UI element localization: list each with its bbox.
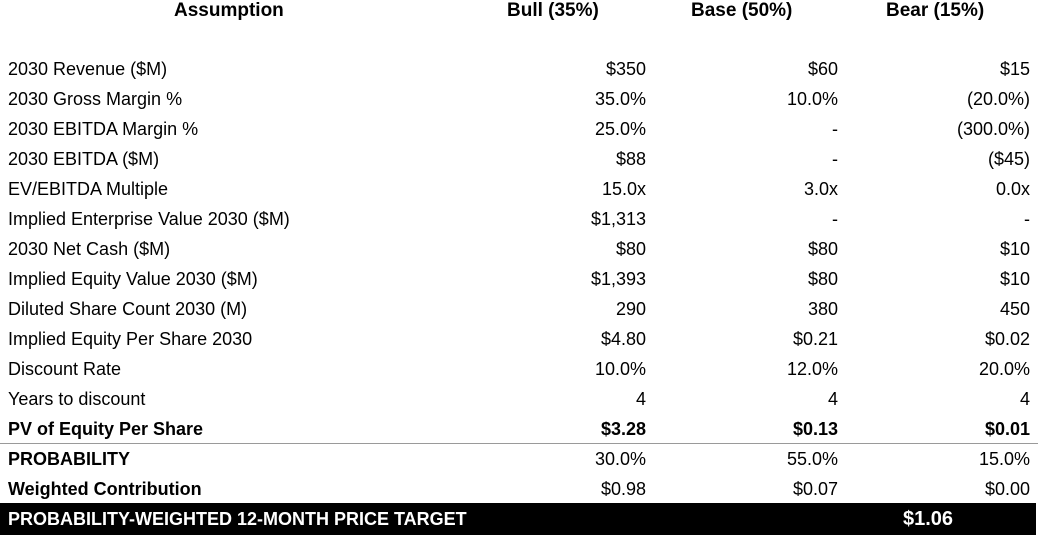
base-value: 4	[827, 389, 838, 409]
row-label: EV/EBITDA Multiple	[8, 179, 169, 199]
bear-value: $15	[999, 59, 1030, 79]
table-row: Discount Rate 10.0% 12.0% 20.0%	[0, 354, 1038, 384]
price-target-label: PROBABILITY-WEIGHTED 12-MONTH PRICE TARG…	[8, 509, 467, 529]
header-bull: Bull (35%)	[507, 0, 599, 21]
row-label: 2030 EBITDA ($M)	[8, 149, 160, 169]
row-label: Years to discount	[8, 389, 146, 409]
bear-value: 4	[1019, 389, 1030, 409]
base-value: 380	[807, 299, 838, 319]
bull-value: $88	[615, 149, 646, 169]
table-row: 2030 EBITDA ($M) $88 - ($45)	[0, 144, 1038, 174]
row-label: Discount Rate	[8, 359, 122, 379]
bear-value: (300.0%)	[956, 119, 1030, 139]
bear-value: $10	[999, 239, 1030, 259]
table-row: 2030 Revenue ($M) $350 $60 $15	[0, 54, 1038, 84]
base-value: $0.13	[792, 419, 838, 439]
base-value: -	[832, 119, 838, 139]
row-label: 2030 Gross Margin %	[8, 89, 183, 109]
bull-value: $80	[615, 239, 646, 259]
bear-value: 0.0x	[995, 179, 1030, 199]
price-target-bar: PROBABILITY-WEIGHTED 12-MONTH PRICE TARG…	[0, 503, 1036, 535]
bull-value: 10.0%	[594, 359, 646, 379]
bear-value: 15.0%	[978, 449, 1030, 469]
table-row: Weighted Contribution $0.98 $0.07 $0.00	[0, 474, 1038, 504]
table-row: EV/EBITDA Multiple 15.0x 3.0x 0.0x	[0, 174, 1038, 204]
table-row: 2030 Gross Margin % 35.0% 10.0% (20.0%)	[0, 84, 1038, 114]
bull-value: $3.28	[600, 419, 646, 439]
bull-value: 15.0x	[601, 179, 646, 199]
price-target-value: $1.06	[903, 508, 954, 530]
bull-value: 35.0%	[594, 89, 646, 109]
base-value: -	[832, 149, 838, 169]
table-row: PV of Equity Per Share $3.28 $0.13 $0.01	[0, 414, 1038, 444]
base-value: 10.0%	[786, 89, 838, 109]
bull-value: 25.0%	[594, 119, 646, 139]
base-value: 12.0%	[786, 359, 838, 379]
table-row: 2030 EBITDA Margin % 25.0% - (300.0%)	[0, 114, 1038, 144]
bear-value: 450	[999, 299, 1030, 319]
header-assumption: Assumption	[174, 0, 284, 21]
bear-value: $10	[999, 269, 1030, 289]
header-bear: Bear (15%)	[886, 0, 985, 21]
bear-value: ($45)	[987, 149, 1030, 169]
bull-value: 4	[635, 389, 646, 409]
row-label: PROBABILITY	[8, 449, 131, 469]
row-label: Diluted Share Count 2030 (M)	[8, 299, 248, 319]
header-base: Base (50%)	[691, 0, 793, 21]
table-row: PROBABILITY 30.0% 55.0% 15.0%	[0, 444, 1038, 474]
bear-value: $0.00	[984, 479, 1030, 499]
base-value: 3.0x	[803, 179, 838, 199]
bull-value: 30.0%	[594, 449, 646, 469]
base-value: $80	[807, 269, 838, 289]
table-row: 2030 Net Cash ($M) $80 $80 $10	[0, 234, 1038, 264]
row-label: 2030 EBITDA Margin %	[8, 119, 199, 139]
row-label: 2030 Revenue ($M)	[8, 59, 168, 79]
bull-value: $0.98	[600, 479, 646, 499]
base-value: $0.21	[792, 329, 838, 349]
divider	[0, 443, 1038, 444]
table-row: Implied Equity Per Share 2030 $4.80 $0.2…	[0, 324, 1038, 354]
row-label: Implied Equity Value 2030 ($M)	[8, 269, 258, 289]
bear-value: -	[1024, 209, 1030, 229]
row-label: PV of Equity Per Share	[8, 419, 204, 439]
bull-value: $4.80	[600, 329, 646, 349]
bull-value: $1,393	[590, 269, 646, 289]
table-row: Diluted Share Count 2030 (M) 290 380 450	[0, 294, 1038, 324]
base-value: $80	[807, 239, 838, 259]
base-value: $60	[807, 59, 838, 79]
bear-value: 20.0%	[978, 359, 1030, 379]
row-label: 2030 Net Cash ($M)	[8, 239, 171, 259]
bull-value: $1,313	[590, 209, 646, 229]
bull-value: 290	[615, 299, 646, 319]
base-value: -	[832, 209, 838, 229]
row-label: Implied Equity Per Share 2030	[8, 329, 253, 349]
bear-value: (20.0%)	[966, 89, 1030, 109]
bear-value: $0.01	[984, 419, 1030, 439]
table-row: Implied Equity Value 2030 ($M) $1,393 $8…	[0, 264, 1038, 294]
base-value: 55.0%	[786, 449, 838, 469]
bear-value: $0.02	[984, 329, 1030, 349]
bull-value: $350	[605, 59, 646, 79]
table-row: Years to discount 4 4 4	[0, 384, 1038, 414]
row-label: Implied Enterprise Value 2030 ($M)	[8, 209, 290, 229]
table-row: Implied Enterprise Value 2030 ($M) $1,31…	[0, 204, 1038, 234]
row-label: Weighted Contribution	[8, 479, 202, 499]
base-value: $0.07	[792, 479, 838, 499]
